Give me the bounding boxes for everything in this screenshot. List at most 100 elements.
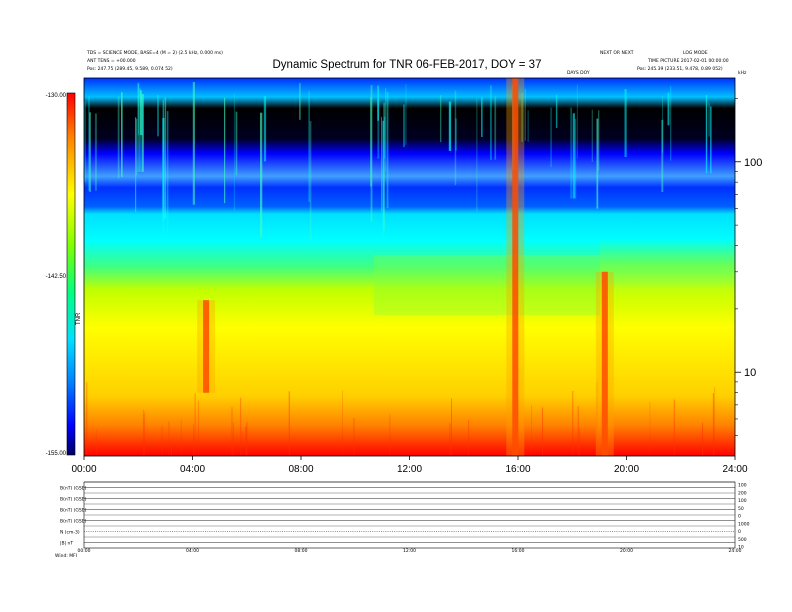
spectrogram-streak	[263, 96, 267, 162]
strip-time-label: 24:00	[729, 548, 742, 554]
spectrogram-red-streak	[451, 398, 452, 456]
spectrogram-streak	[383, 102, 385, 231]
spectrogram-streak	[309, 121, 312, 241]
spectrogram-streak	[94, 113, 97, 191]
strip-right-label: 100	[738, 483, 747, 489]
header-right-d: Pos: 245.39 (233.51, 9.478, 0.89 052)	[637, 66, 723, 72]
x-tick-label: 12:00	[397, 464, 422, 475]
spectrogram-streak	[135, 119, 138, 176]
spectrogram-red-streak	[342, 390, 343, 456]
spectrogram-streak	[455, 118, 457, 151]
colorbar: -130.00 -142.50 -155.00 TNR	[46, 92, 82, 457]
x-tick-label: 08:00	[288, 464, 313, 475]
spectrogram-streak	[381, 116, 382, 212]
radio-burst-halo	[595, 271, 614, 456]
spectrogram-red-streak	[712, 393, 714, 456]
spectrogram-streak	[591, 109, 593, 162]
spectrogram-streak	[84, 101, 86, 182]
spectrogram-streak	[382, 120, 384, 249]
x-axis: 00:00 04:00 08:00 12:00 16:00 20:00 24:00	[71, 456, 748, 475]
spectrogram-red-streak	[241, 431, 243, 456]
spectrogram-red-streak	[531, 405, 532, 456]
header-right-c: TIME PICTURE 2017-02-01 00:00:00	[647, 58, 729, 64]
spectrogram-red-streak	[579, 428, 580, 456]
strip-time-label: 16:00	[512, 548, 525, 554]
spectrogram-red-streak	[193, 424, 194, 456]
radio-bursts	[197, 78, 614, 456]
spectrogram-streak	[662, 95, 663, 154]
spectrogram-streak	[440, 95, 442, 143]
spectrogram-streak	[550, 107, 552, 168]
spectrogram-streak	[448, 101, 452, 151]
strip-time-label: 04:00	[186, 548, 199, 554]
spectrogram-streak	[166, 111, 169, 235]
header-right: NEXT OR NEXT LOG MODE TIME PICTURE 2017-…	[567, 50, 747, 76]
spectrogram-red-streak	[542, 407, 543, 456]
strip-time-label: 08:00	[295, 548, 308, 554]
spectrogram-red-streak	[734, 440, 735, 456]
spectrogram-streak	[708, 102, 710, 137]
spectrogram-streak	[164, 97, 167, 219]
spectrogram-streak	[138, 84, 139, 136]
strip-right-label: 0	[738, 529, 741, 535]
spectrogram-red-streak	[353, 418, 355, 456]
spectrogram-streak	[490, 85, 492, 160]
spectrogram-streak	[403, 104, 405, 148]
header-left-line-3: Pos: 247.75 (289.45, 9.589, 0.074 52)	[87, 66, 173, 72]
spectrogram-streak	[260, 112, 263, 238]
spectrogram-streak	[667, 92, 670, 126]
spectrogram-red-streak	[180, 419, 182, 456]
spectrogram-streak	[454, 90, 457, 186]
spectrogram-red-streak	[231, 407, 233, 456]
radio-burst-halo	[506, 78, 525, 456]
header-right-b: LOG MODE	[683, 50, 708, 56]
radio-burst	[512, 78, 519, 456]
spectrogram-red-streak	[144, 411, 146, 456]
spectrogram-streak	[661, 119, 664, 192]
spectrogram-streak	[377, 85, 379, 121]
x-tick-label: 16:00	[505, 464, 530, 475]
strip-right-label: 1000	[738, 521, 750, 527]
spectrogram-streak	[572, 113, 575, 199]
colorbar-label-bottom: -155.00	[46, 451, 67, 457]
header-left-line-1: TDS = SCIENCE MODE, BASE=4 (M = 2) (2.5 …	[86, 50, 223, 56]
spectrogram-red-streak	[246, 422, 248, 456]
spectrogram-streak	[370, 85, 373, 222]
spectrogram-red-streak	[596, 381, 598, 456]
spectrogram-step-region	[374, 255, 600, 315]
y-tick-label: 100	[744, 157, 762, 169]
spectrogram-streak	[710, 106, 712, 174]
spectrogram-streak	[494, 96, 497, 160]
colorbar-side-label: TNR	[76, 312, 82, 325]
spectrogram-red-streak	[233, 422, 234, 456]
x-tick-label: 00:00	[71, 464, 96, 475]
spectrogram-streak	[576, 84, 578, 159]
x-tick-label: 24:00	[722, 464, 747, 475]
spectrogram-streak	[141, 94, 144, 172]
spectrogram-red-streak	[198, 400, 199, 456]
strip-right-label: 10	[738, 545, 744, 551]
spectrogram-streak	[624, 89, 627, 157]
strip-time-label: 00:00	[78, 548, 91, 554]
colorbar-scale	[66, 92, 76, 456]
spectrogram-streak	[385, 88, 387, 172]
radio-burst	[203, 300, 210, 393]
spectrogram-streak	[139, 88, 141, 172]
spectrogram-streak	[117, 96, 120, 179]
spectrogram-red-streak	[702, 440, 704, 456]
header-left-line-2: ANT TENS = +00.000	[87, 58, 136, 64]
x-tick-label: 20:00	[614, 464, 639, 475]
spectrogram-streak	[570, 107, 572, 199]
spectrogram-red-streak	[194, 393, 196, 456]
spectrogram-streak	[377, 99, 380, 159]
spectrogram-streak	[224, 97, 226, 204]
spectrogram-streak	[89, 112, 91, 192]
spectrogram-streak	[598, 110, 600, 171]
spectrogram-streak	[527, 110, 529, 142]
spectrogram-red-streak	[168, 421, 170, 456]
spectrogram-red-streak	[702, 422, 703, 456]
strip-label: B(nT) (GSE)	[60, 497, 87, 503]
strip-time-label: 12:00	[403, 548, 416, 554]
y-tick-label: 10	[744, 367, 756, 379]
